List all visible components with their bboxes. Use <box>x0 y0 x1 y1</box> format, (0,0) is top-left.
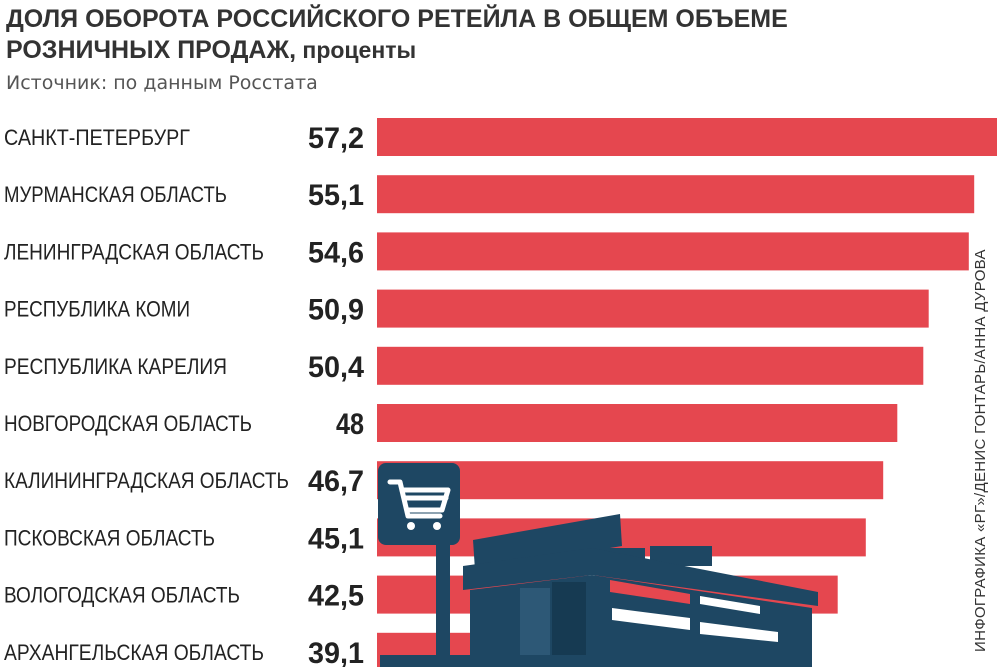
category-label: САНКТ-ПЕТЕРБУРГ <box>4 125 190 150</box>
category-label: РЕСПУБЛИКА КАРЕЛИЯ <box>4 354 227 379</box>
value-label: 39,1 <box>308 637 364 667</box>
category-label: ЛЕНИНГРАДСКАЯ ОБЛАСТЬ <box>4 239 264 264</box>
category-label: МУРМАНСКАЯ ОБЛАСТЬ <box>4 182 227 207</box>
bar <box>377 289 929 328</box>
value-label: 55,1 <box>308 179 364 212</box>
bar <box>377 175 975 214</box>
store-illustration-icon <box>378 463 818 667</box>
value-label: 57,2 <box>308 122 364 155</box>
category-label: АРХАНГЕЛЬСКАЯ ОБЛАСТЬ <box>4 640 264 665</box>
bar <box>377 232 969 271</box>
bar <box>377 461 884 500</box>
value-label: 54,6 <box>308 236 364 269</box>
bar <box>377 404 898 442</box>
value-label: 45,1 <box>308 522 364 555</box>
value-label: 48 <box>336 408 364 441</box>
category-label: ВОЛОГОДСКАЯ ОБЛАСТЬ <box>4 583 240 608</box>
category-label: ПСКОВСКАЯ ОБЛАСТЬ <box>4 525 215 550</box>
chart-title: ДОЛЯ ОБОРОТА РОССИЙСКОГО РЕТЕЙЛА В ОБЩЕМ… <box>6 4 926 66</box>
credit-line: ИНФОГРАФИКА «РГ»/ДЕНИС ГОНТАРЬ/АННА ДУРО… <box>972 249 989 652</box>
category-label: КАЛИНИНГРАДСКАЯ ОБЛАСТЬ <box>4 468 289 493</box>
title-main: ДОЛЯ ОБОРОТА РОССИЙСКОГО РЕТЕЙЛА В ОБЩЕМ… <box>6 5 788 64</box>
value-label: 50,9 <box>308 294 364 327</box>
value-label: 46,7 <box>308 465 364 498</box>
category-label: РЕСПУБЛИКА КОМИ <box>4 297 190 322</box>
value-label: 42,5 <box>308 580 364 613</box>
bars-group: САНКТ-ПЕТЕРБУРГ 57,2 МУРМАНСКАЯ ОБЛАСТЬ 55,… <box>4 118 997 667</box>
category-label: НОВГОРОДСКАЯ ОБЛАСТЬ <box>4 411 252 436</box>
bar <box>377 346 924 385</box>
chart-source: Источник: по данным Росстата <box>6 72 318 94</box>
value-label: 50,4 <box>308 351 364 384</box>
title-unit: проценты <box>296 37 417 63</box>
bar <box>377 118 997 156</box>
